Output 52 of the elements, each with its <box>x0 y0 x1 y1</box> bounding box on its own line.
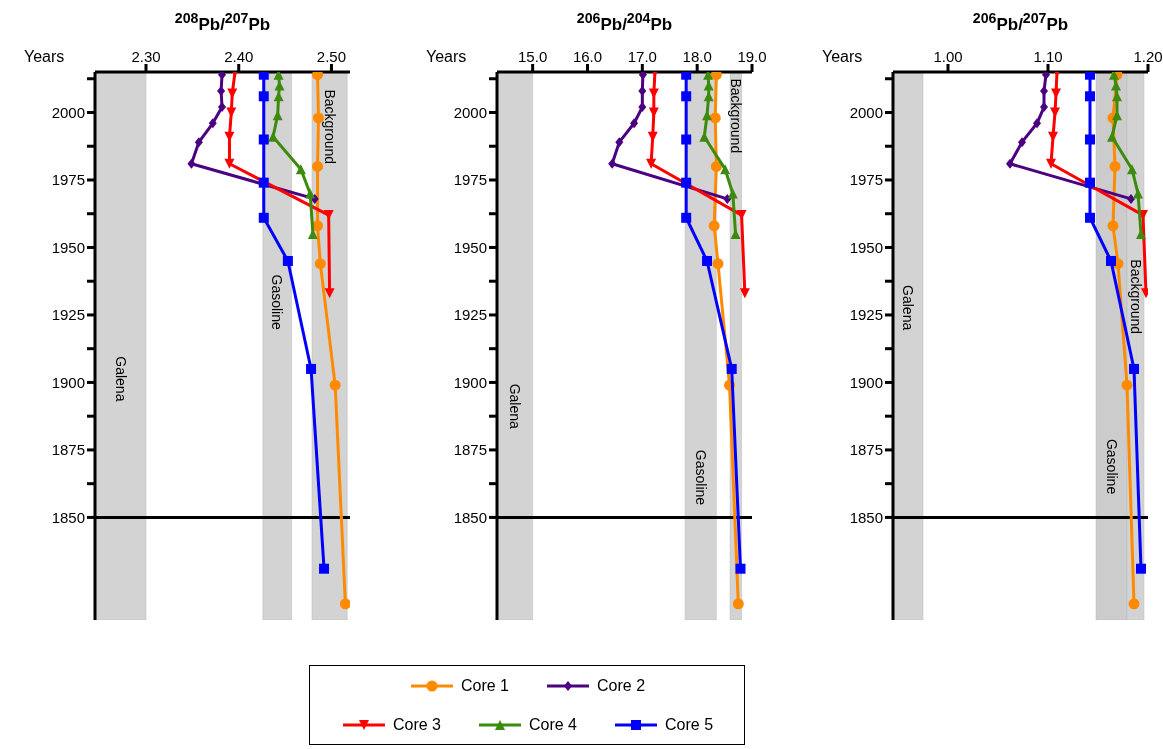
y-tick-label: 1850 <box>51 508 85 526</box>
band-label: Gasoline <box>692 449 709 506</box>
band-label: Gasoline <box>269 274 286 330</box>
x-tick-label: 17.0 <box>627 48 657 65</box>
x-axis-title: $^{208}$Pb/$^{207}$Pb <box>173 10 272 35</box>
y-tick-label: 1900 <box>849 373 883 391</box>
band-label: Background <box>1127 259 1144 335</box>
y-tick-label: 2000 <box>51 103 85 121</box>
x-tick-label: 2.40 <box>224 48 254 65</box>
x-tick-label: 2.30 <box>131 48 161 65</box>
x-tick-label: 1.20 <box>1133 48 1163 65</box>
x-tick-label: 2.50 <box>316 48 347 65</box>
y-tick-label: 1875 <box>51 441 85 459</box>
x-tick-label: 16.0 <box>572 48 603 65</box>
legend-label: Core 4 <box>528 715 578 734</box>
y-tick-label: 1925 <box>453 306 487 324</box>
legend-label: Core 5 <box>665 715 714 734</box>
y-tick-label: 1875 <box>849 441 883 459</box>
x-tick-label: 19.0 <box>737 48 767 65</box>
y-tick-label: 1850 <box>453 508 487 526</box>
band-label: Galena <box>900 285 916 331</box>
x-tick-label: 1.00 <box>933 48 963 65</box>
y-axis-title: Years <box>822 48 863 66</box>
legend-label: Core 2 <box>597 676 646 695</box>
x-axis-title: $^{206}$Pb/$^{207}$Pb <box>971 10 1070 35</box>
y-tick-label: 2000 <box>849 103 883 121</box>
y-tick-label: 1975 <box>453 171 487 189</box>
legend-label: Core 3 <box>392 715 441 734</box>
y-tick-label: 1925 <box>849 306 883 324</box>
band-label: Background <box>727 78 744 154</box>
y-tick-label: 2000 <box>453 103 487 121</box>
x-axis-title: $^{206}$Pb/$^{204}$Pb <box>575 10 674 35</box>
x-tick-label: 1.10 <box>1033 48 1063 65</box>
y-tick-label: 1900 <box>51 373 85 391</box>
y-tick-label: 1900 <box>453 373 487 391</box>
y-tick-label: 1975 <box>849 171 883 189</box>
y-axis-title: Years <box>426 48 467 66</box>
legend-label: Core 1 <box>460 676 509 695</box>
band-label: Background <box>321 89 338 165</box>
band-label: Galena <box>506 383 523 430</box>
y-tick-label: 1950 <box>849 238 883 256</box>
y-tick-label: 1950 <box>453 238 487 256</box>
y-tick-label: 1850 <box>849 508 883 526</box>
y-axis-title: Years <box>24 48 65 66</box>
y-tick-label: 1925 <box>51 306 85 324</box>
band-label: Galena <box>112 356 129 402</box>
band-label: Gasoline <box>1103 438 1120 495</box>
x-tick-label: 15.0 <box>518 48 548 65</box>
y-tick-label: 1975 <box>51 171 85 189</box>
y-tick-label: 1950 <box>51 238 85 256</box>
y-tick-label: 1875 <box>453 441 487 459</box>
x-tick-label: 18.0 <box>682 48 712 65</box>
